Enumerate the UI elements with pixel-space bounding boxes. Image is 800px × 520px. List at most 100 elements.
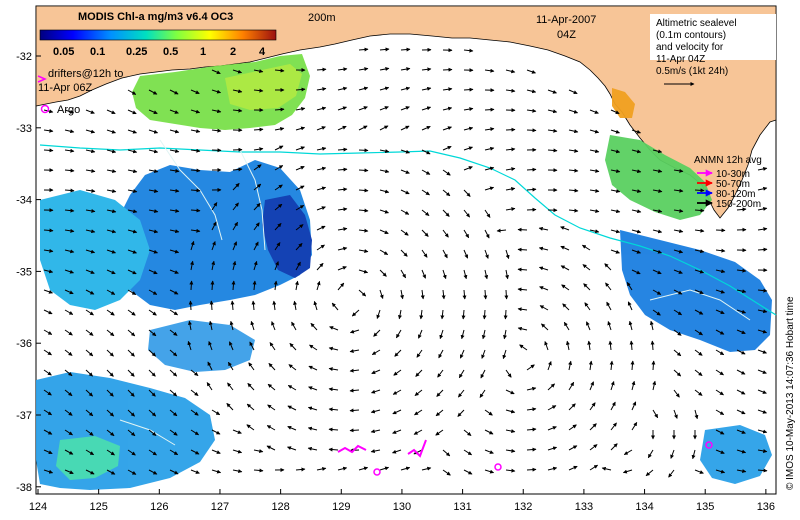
velocity-arrow — [626, 281, 633, 291]
velocity-arrow — [400, 466, 411, 471]
anmn-legend-item: 150-200m — [716, 199, 761, 210]
velocity-arrow — [673, 229, 684, 234]
velocity-arrow — [484, 449, 494, 454]
velocity-arrow — [274, 203, 283, 211]
velocity-arrow — [246, 403, 255, 411]
velocity-arrow — [232, 108, 243, 113]
velocity-arrow — [757, 247, 768, 252]
velocity-arrow — [316, 166, 327, 171]
velocity-arrow — [462, 289, 467, 300]
velocity-arrow — [526, 167, 537, 172]
velocity-arrow — [211, 409, 221, 416]
velocity-arrow — [288, 364, 297, 371]
velocity-arrow — [517, 227, 528, 232]
velocity-arrow — [289, 343, 297, 351]
velocity-arrow — [605, 282, 612, 291]
velocity-arrow — [442, 269, 447, 280]
x-tick-label: 124 — [29, 501, 47, 513]
velocity-arrow — [127, 89, 137, 95]
velocity-arrow — [463, 146, 473, 151]
velocity-arrow — [392, 389, 402, 395]
velocity-arrow — [484, 229, 490, 239]
velocity-arrow — [148, 289, 158, 295]
velocity-arrow — [484, 209, 491, 218]
y-tick-label: -38 — [16, 482, 32, 494]
velocity-arrow — [442, 169, 451, 176]
velocity-arrow — [190, 389, 199, 396]
velocity-arrow — [517, 287, 528, 292]
velocity-arrow — [757, 329, 768, 334]
velocity-arrow — [127, 189, 138, 194]
velocity-arrow — [106, 169, 117, 174]
velocity-arrow — [561, 284, 570, 291]
velocity-arrow — [253, 260, 258, 271]
velocity-arrow — [248, 362, 255, 371]
velocity-arrow — [85, 369, 93, 377]
velocity-arrow — [232, 241, 237, 251]
colorbar-tick: 1 — [200, 46, 206, 58]
velocity-arrow — [43, 429, 53, 435]
velocity-arrow — [250, 320, 255, 331]
velocity-arrow — [316, 186, 327, 191]
velocity-arrow — [64, 129, 75, 134]
velocity-arrow — [371, 389, 381, 394]
velocity-arrow — [736, 268, 747, 273]
velocity-arrow — [274, 261, 279, 271]
velocity-arrow — [358, 47, 369, 52]
velocity-arrow — [526, 447, 537, 452]
x-tick-label: 131 — [453, 501, 471, 513]
x-tick-label: 134 — [635, 501, 653, 513]
velocity-arrow — [148, 209, 159, 214]
velocity-arrow — [736, 207, 747, 212]
velocity-arrow — [479, 389, 486, 398]
velocity-arrow — [610, 129, 620, 134]
x-axis: 124 125 126 127 128 129 130 131 132 133 134 135 136 — [29, 489, 775, 513]
velocity-arrow — [253, 468, 264, 473]
velocity-arrow — [148, 249, 158, 254]
velocity-arrow — [106, 249, 116, 254]
velocity-arrow — [337, 125, 347, 131]
time-label: 04Z — [557, 29, 576, 41]
velocity-arrow — [379, 106, 389, 111]
velocity-arrow — [607, 321, 612, 331]
velocity-arrow — [209, 300, 214, 311]
velocity-arrow — [328, 387, 339, 392]
velocity-arrow — [43, 148, 54, 153]
sealevel-legend-line: 11-Apr 04Z — [656, 54, 705, 65]
velocity-arrow — [232, 167, 243, 172]
velocity-arrow — [694, 329, 703, 336]
velocity-arrow — [547, 109, 558, 114]
velocity-arrow — [247, 383, 255, 391]
velocity-arrow — [190, 260, 194, 271]
velocity-arrow — [715, 469, 726, 474]
velocity-arrow — [232, 183, 240, 191]
land-mass — [35, 5, 777, 219]
velocity-arrow — [442, 126, 452, 131]
velocity-arrow — [505, 448, 516, 453]
velocity-arrow — [253, 127, 264, 132]
velocity-arrow — [64, 249, 75, 254]
velocity-arrow — [582, 264, 591, 271]
velocity-arrow — [757, 166, 768, 171]
velocity-arrow — [127, 409, 135, 417]
velocity-arrow — [379, 289, 384, 299]
velocity-arrow — [358, 148, 369, 153]
velocity-arrow — [148, 349, 156, 357]
velocity-arrow — [349, 428, 360, 433]
velocity-arrow — [442, 189, 451, 197]
y-tick-label: -36 — [16, 338, 32, 350]
velocity-arrow — [652, 149, 663, 154]
anmn-legend-title: ANMN 12h avg — [694, 155, 762, 166]
velocity-arrow — [652, 269, 662, 275]
velocity-arrow — [463, 269, 468, 280]
velocity-arrow — [587, 340, 592, 351]
velocity-arrow — [316, 206, 326, 211]
velocity-arrow — [148, 189, 159, 193]
velocity-arrow — [188, 320, 192, 331]
x-tick-label: 125 — [89, 501, 107, 513]
velocity-arrow — [560, 226, 570, 231]
velocity-arrow — [715, 349, 725, 356]
velocity-arrow — [190, 369, 199, 376]
velocity-arrow — [316, 126, 326, 131]
velocity-arrow — [421, 86, 432, 91]
